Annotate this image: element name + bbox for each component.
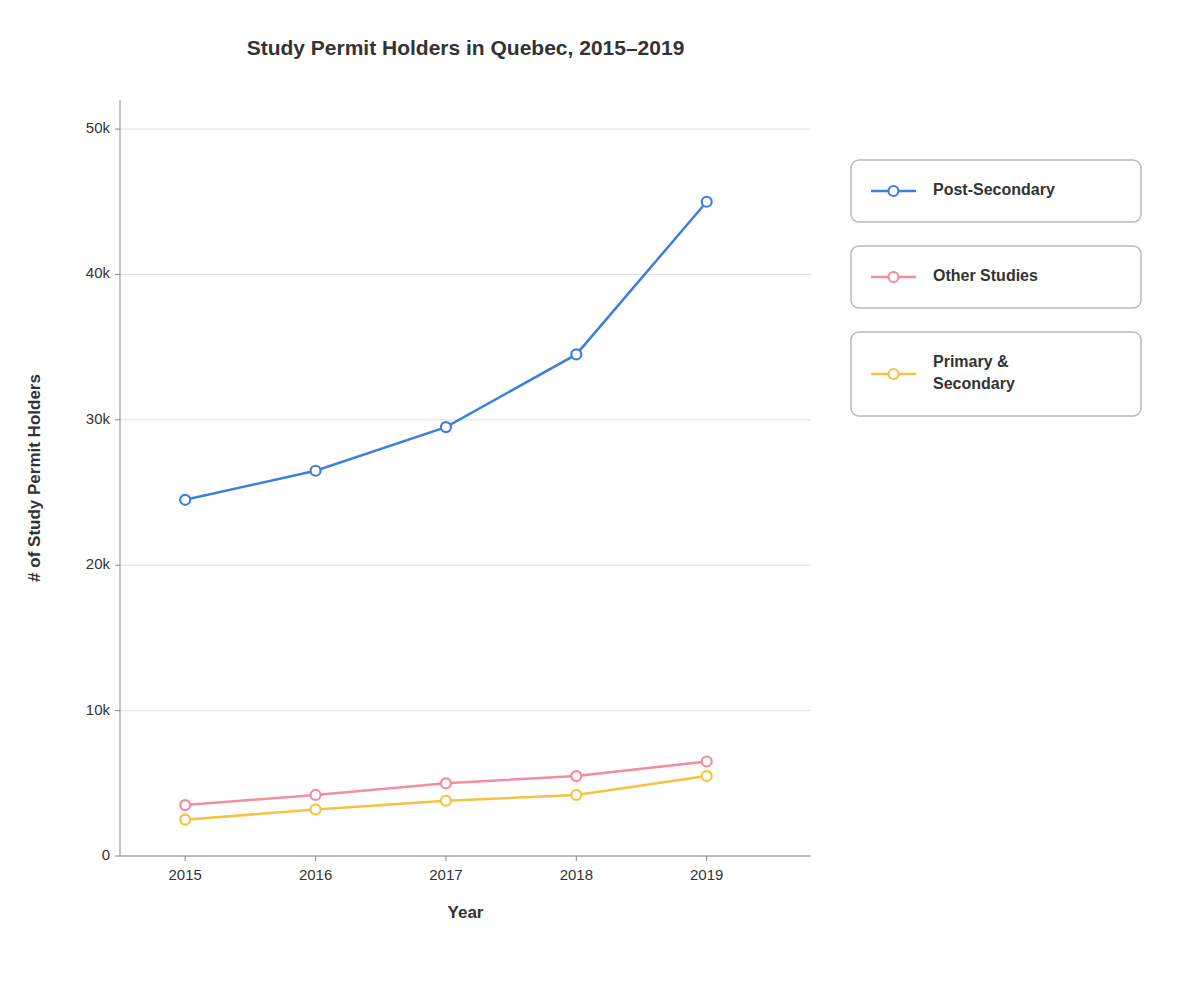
series-line xyxy=(185,202,707,500)
series-marker xyxy=(702,197,712,207)
x-axis-line xyxy=(120,856,811,857)
series-marker xyxy=(571,771,581,781)
grid-line xyxy=(120,129,811,130)
legend-swatch-marker xyxy=(889,369,899,379)
y-tick xyxy=(115,710,120,711)
legend-label-line: Post-Secondary xyxy=(933,181,1055,198)
legend-box xyxy=(851,332,1141,416)
grid-line xyxy=(120,419,811,420)
series-marker xyxy=(441,422,451,432)
x-tick-label: 2017 xyxy=(429,866,462,883)
x-axis-label: Year xyxy=(448,903,484,922)
series-marker xyxy=(702,757,712,767)
y-tick-label: 20k xyxy=(86,555,111,572)
chart-container: 0 10k 20k 30k 40k 50k 2015 2016 2017 2018 2019 Year… xyxy=(0,0,1201,986)
series-marker xyxy=(441,778,451,788)
grid-line xyxy=(120,856,811,857)
chart-svg: 0 10k 20k 30k 40k 50k 2015 2016 2017 2018 2019 Year… xyxy=(0,0,1201,986)
legend-label: Post-Secondary xyxy=(933,181,1055,198)
y-tick xyxy=(115,419,120,420)
x-tick xyxy=(445,856,446,861)
legend-box xyxy=(851,160,1141,222)
legend-item: Post-Secondary xyxy=(851,160,1141,222)
legend: Post-Secondary Other Studies Primary & Seco… xyxy=(851,160,1141,416)
legend-label-line: Other Studies xyxy=(933,267,1038,284)
series-marker xyxy=(180,495,190,505)
series-line xyxy=(185,762,707,806)
y-tick-label: 0 xyxy=(102,846,110,863)
y-tick xyxy=(115,274,120,275)
grid-line xyxy=(120,565,811,566)
chart-title: Study Permit Holders in Quebec, 2015–201… xyxy=(247,36,685,59)
series-marker xyxy=(311,790,321,800)
axes: 0 10k 20k 30k 40k 50k 2015 2016 2017 2018 2019 xyxy=(86,100,811,883)
legend-label-line: Secondary xyxy=(933,375,1015,392)
series-marker xyxy=(180,800,190,810)
page: {"chart_data": { "type": "line", "title"… xyxy=(0,0,1201,986)
series-marker xyxy=(702,771,712,781)
grid-line xyxy=(120,710,811,711)
x-tick xyxy=(315,856,316,861)
legend-box xyxy=(851,246,1141,308)
legend-label: Primary & Secondary xyxy=(933,353,1015,392)
legend-label: Other Studies xyxy=(933,267,1038,284)
series-marker xyxy=(311,804,321,814)
y-tick-label: 40k xyxy=(86,264,111,281)
y-tick-label: 50k xyxy=(86,119,111,136)
legend-swatch-marker xyxy=(889,186,899,196)
y-tick-label: 30k xyxy=(86,410,111,427)
x-tick-label: 2018 xyxy=(560,866,593,883)
x-tick xyxy=(706,856,707,861)
series-marker xyxy=(311,466,321,476)
background xyxy=(0,0,1201,986)
x-tick-label: 2015 xyxy=(169,866,202,883)
series-marker xyxy=(180,815,190,825)
grid-line xyxy=(120,274,811,275)
legend-item: Primary & Secondary xyxy=(851,332,1141,416)
series-marker xyxy=(571,349,581,359)
x-tick-label: 2019 xyxy=(690,866,723,883)
series-line xyxy=(185,776,707,820)
y-axis-line xyxy=(120,100,121,856)
y-tick-label: 10k xyxy=(86,701,111,718)
x-tick-label: 2016 xyxy=(299,866,332,883)
x-tick xyxy=(185,856,186,861)
y-tick xyxy=(115,129,120,130)
data-layer xyxy=(180,197,712,825)
legend-item: Other Studies xyxy=(851,246,1141,308)
legend-swatch-marker xyxy=(889,272,899,282)
x-tick xyxy=(576,856,577,861)
legend-label-line: Primary & xyxy=(933,353,1009,370)
series-marker xyxy=(571,790,581,800)
series-marker xyxy=(441,796,451,806)
grid xyxy=(120,129,811,856)
y-tick xyxy=(115,565,120,566)
y-tick xyxy=(115,856,120,857)
y-axis-label: # of Study Permit Holders xyxy=(25,374,44,582)
